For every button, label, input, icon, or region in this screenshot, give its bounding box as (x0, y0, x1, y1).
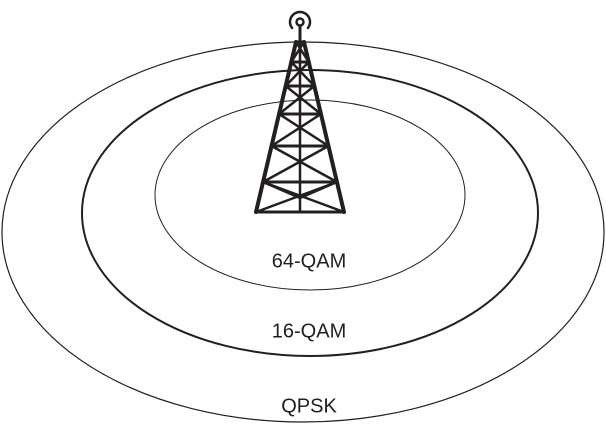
tower (256, 12, 344, 212)
zone-label: 64-QAM (272, 250, 346, 272)
zone-label: 16-QAM (272, 320, 346, 342)
tower-strut (263, 146, 328, 182)
tower-strut (263, 182, 300, 198)
diagram: 64-QAM 16-QAM QPSK (0, 0, 606, 426)
zone-label: QPSK (281, 395, 337, 417)
antenna (297, 19, 304, 26)
tower-strut (272, 146, 337, 182)
tower-strut (300, 182, 337, 198)
